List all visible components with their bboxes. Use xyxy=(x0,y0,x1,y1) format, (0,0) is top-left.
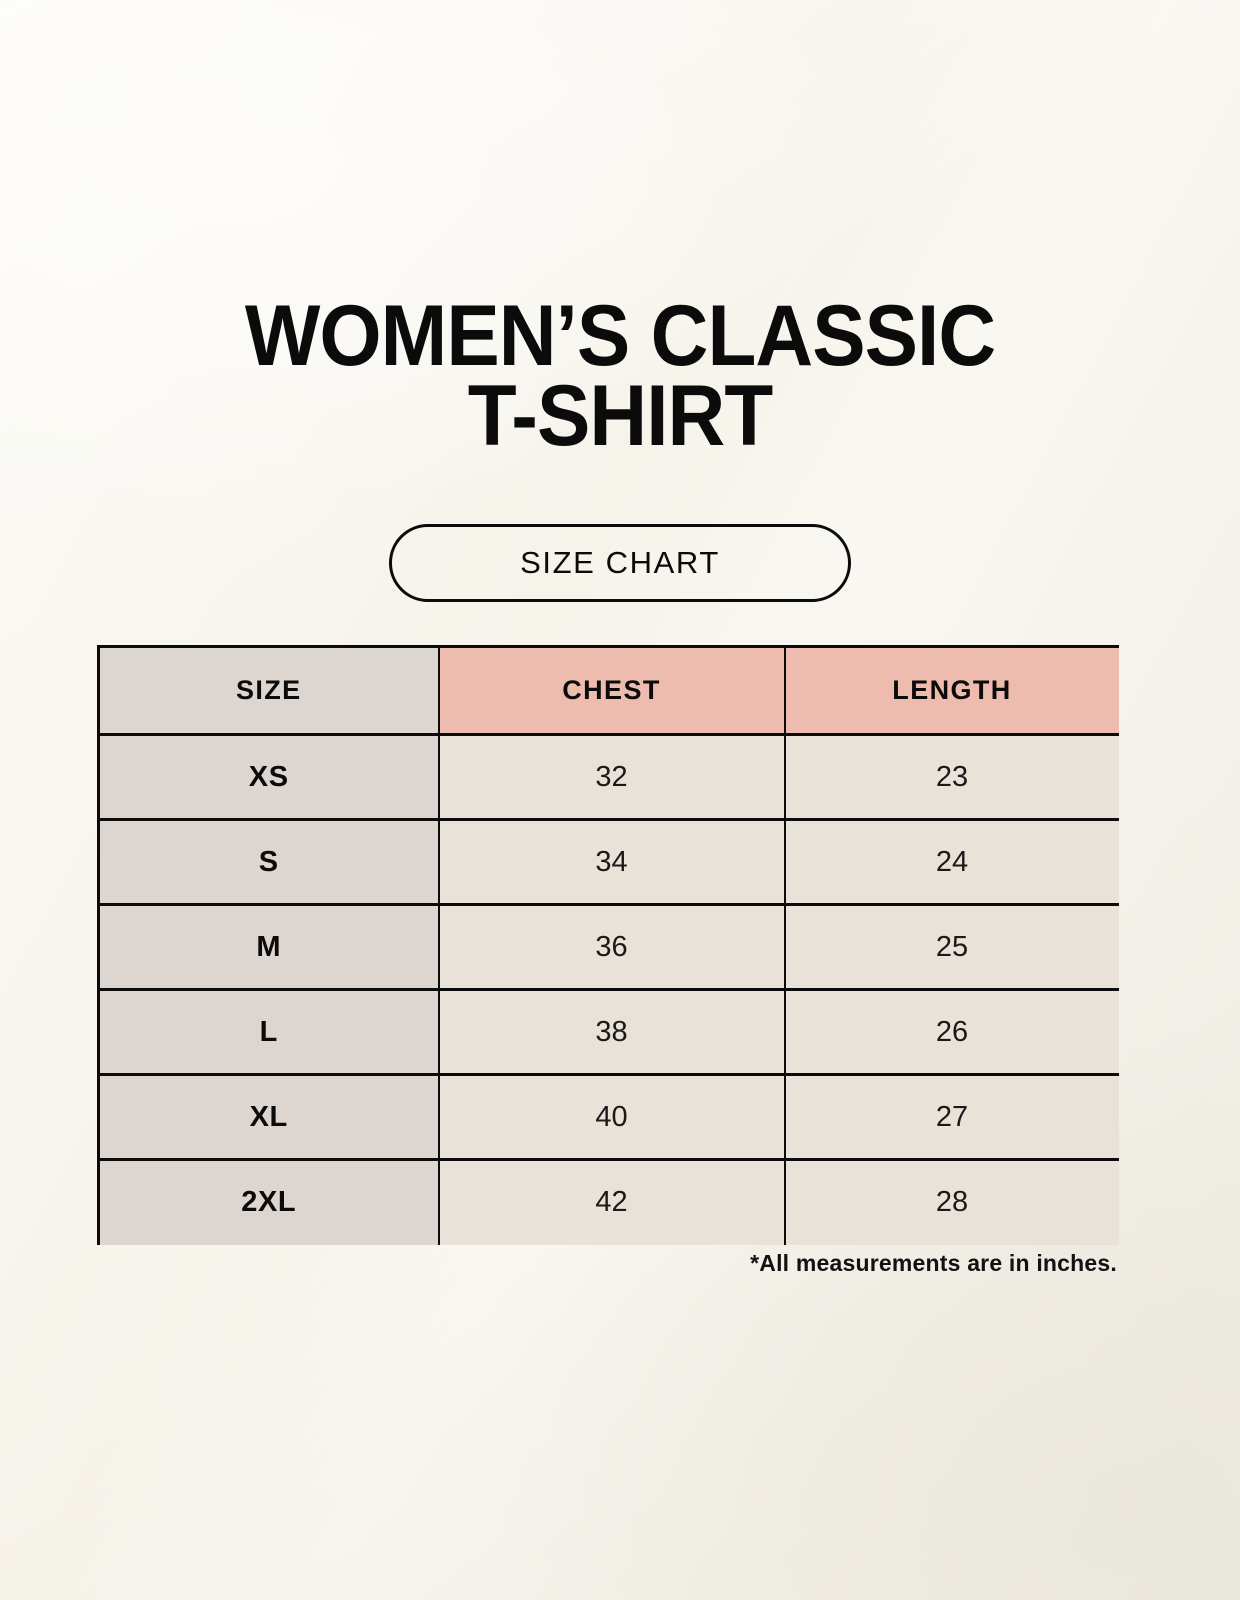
cell-length: 24 xyxy=(784,819,1119,906)
table-row: M 36 25 xyxy=(97,904,1119,991)
table-row: L 38 26 xyxy=(97,989,1119,1076)
cell-size: XL xyxy=(97,1074,440,1161)
size-table: SIZE CHEST LENGTH XS 32 23 S 34 24 M xyxy=(97,645,1119,1245)
cell-chest: 34 xyxy=(438,819,786,906)
cell-size: M xyxy=(97,904,440,991)
table-row: XS 32 23 xyxy=(97,734,1119,821)
page-title: WOMEN’S CLASSIC T-SHIRT xyxy=(0,288,1240,464)
cell-length: 23 xyxy=(784,734,1119,821)
cell-size: XS xyxy=(97,734,440,821)
table-row: XL 40 27 xyxy=(97,1074,1119,1161)
cell-chest: 40 xyxy=(438,1074,786,1161)
cell-chest: 42 xyxy=(438,1159,786,1245)
cell-chest: 36 xyxy=(438,904,786,991)
measurement-footnote: *All measurements are in inches. xyxy=(750,1250,1117,1276)
cell-length: 26 xyxy=(784,989,1119,1076)
cell-length: 28 xyxy=(784,1159,1119,1245)
cell-size: S xyxy=(97,819,440,906)
table-row: S 34 24 xyxy=(97,819,1119,906)
page-title-line-2: T-SHIRT xyxy=(467,368,773,464)
size-chart-badge: SIZE CHART xyxy=(389,524,851,602)
table-row: 2XL 42 28 xyxy=(97,1159,1119,1245)
column-header-length: LENGTH xyxy=(784,645,1119,736)
size-table-container: SIZE CHEST LENGTH XS 32 23 S 34 24 M xyxy=(97,645,1119,1245)
cell-size: 2XL xyxy=(97,1159,440,1245)
size-table-body: XS 32 23 S 34 24 M 36 25 L 38 26 xyxy=(97,734,1119,1245)
cell-chest: 32 xyxy=(438,734,786,821)
table-header-row: SIZE CHEST LENGTH xyxy=(97,645,1119,736)
cell-size: L xyxy=(97,989,440,1076)
column-header-size: SIZE xyxy=(97,645,440,736)
page-title-line-1: WOMEN’S CLASSIC xyxy=(244,288,996,384)
cell-length: 27 xyxy=(784,1074,1119,1161)
cell-chest: 38 xyxy=(438,989,786,1076)
size-table-head: SIZE CHEST LENGTH xyxy=(97,645,1119,736)
size-chart-badge-row: SIZE CHART xyxy=(0,524,1240,602)
cell-length: 25 xyxy=(784,904,1119,991)
column-header-chest: CHEST xyxy=(438,645,786,736)
